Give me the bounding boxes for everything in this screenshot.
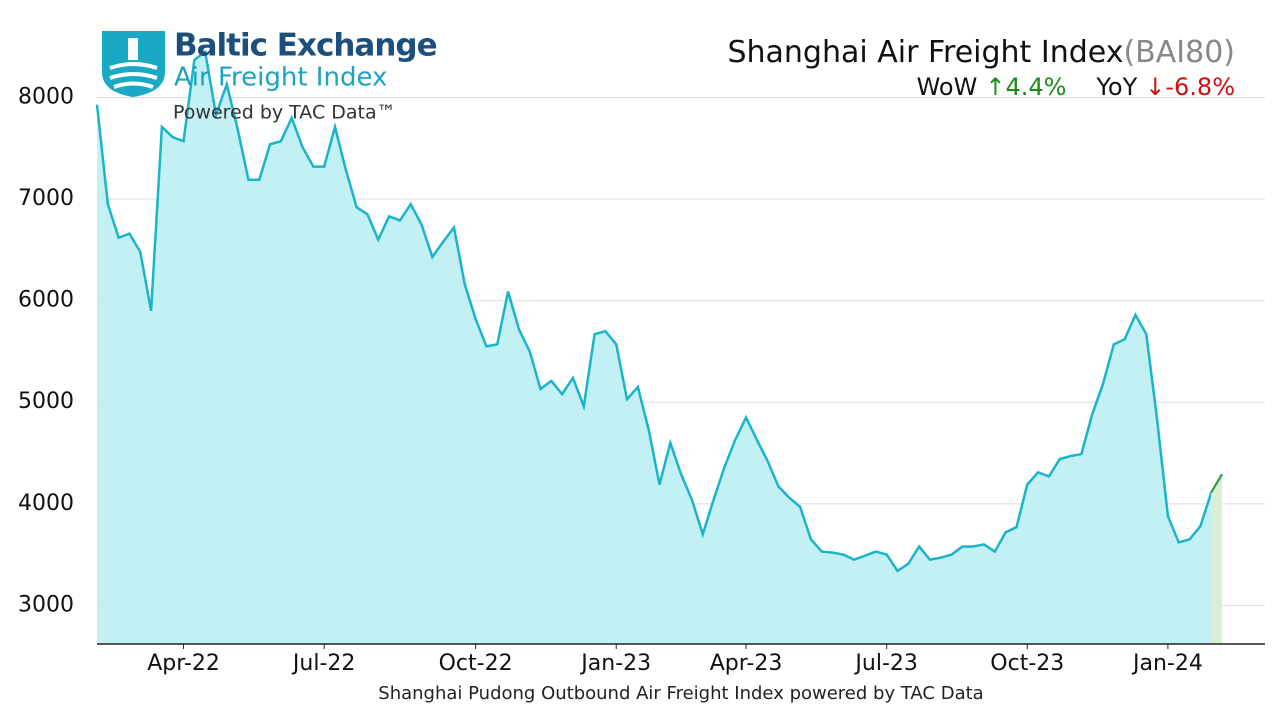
title-text: Shanghai Air Freight Index: [727, 35, 1123, 70]
last-change-line: [1210, 473, 1223, 494]
y-tick-label: 4000: [18, 491, 74, 516]
x-tick-label: Jan-24: [1131, 651, 1203, 676]
x-tick-label: Oct-22: [439, 651, 513, 676]
wow-change: ↑4.4%: [985, 73, 1066, 101]
y-tick-label: 6000: [18, 288, 74, 313]
x-tick-label: Apr-23: [710, 651, 783, 676]
area: [97, 51, 1222, 644]
wow-label: WoW: [917, 73, 978, 101]
yoy-label: YoY: [1095, 73, 1137, 101]
logo-tower: [128, 38, 138, 60]
y-tick-label: 3000: [18, 592, 74, 617]
logo-product: Air Freight Index: [174, 63, 387, 93]
y-tick-label: 8000: [18, 85, 74, 110]
logo-name: Baltic Exchange: [174, 28, 437, 64]
last-change-area: [1211, 474, 1222, 644]
title-code: (BAI80): [1123, 35, 1235, 70]
x-axis-label: Shanghai Pudong Outbound Air Freight Ind…: [378, 683, 983, 704]
x-tick-label: Oct-23: [990, 651, 1064, 676]
x-tick-label: Jul-23: [853, 651, 917, 676]
plot: 3000 4000 5000 6000 7000 8000 Apr-22 Jul-22 Oct-…: [18, 49, 1265, 676]
x-tick-label: Jan-23: [579, 651, 651, 676]
change-line: WoW ↑4.4% YoY ↓-6.8%: [917, 73, 1235, 101]
line: [95, 49, 1224, 573]
logo-powered: Powered by TAC Data™: [173, 102, 396, 124]
yoy-change: ↓-6.8%: [1145, 73, 1235, 101]
y-tick-label: 7000: [18, 186, 74, 211]
logo: Baltic Exchange Air Freight Index Powere…: [102, 28, 438, 124]
logo-waves: [109, 62, 158, 89]
x-tick-label: Apr-22: [147, 651, 220, 676]
x-tick-label: Jul-22: [291, 651, 355, 676]
chart-title: Shanghai Air Freight Index(BAI80): [727, 35, 1235, 70]
y-tick-label: 5000: [18, 389, 74, 414]
